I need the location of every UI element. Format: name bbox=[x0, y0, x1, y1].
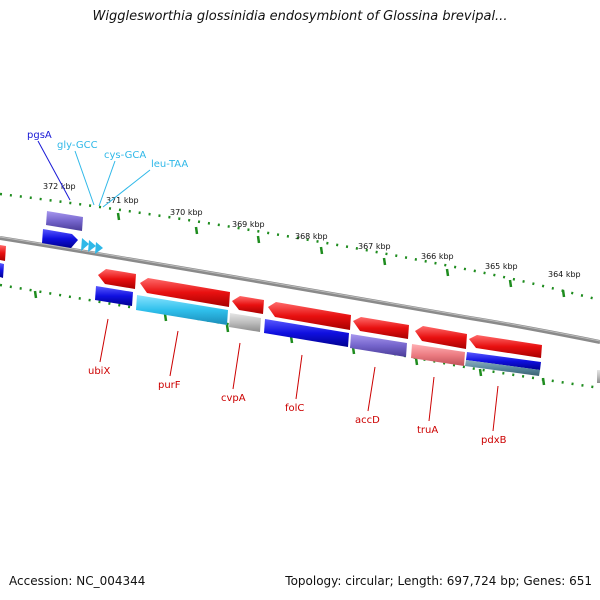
trna-label-gly: gly-GCC bbox=[57, 140, 98, 151]
inner-label-lines bbox=[99, 318, 499, 432]
gene-purF-row1 bbox=[140, 278, 230, 307]
trna-gly bbox=[81, 238, 89, 251]
accession-text: Accession: NC_004344 bbox=[9, 574, 146, 588]
kbp-label: 366 kbp bbox=[421, 252, 454, 261]
gene-pdxB-blue bbox=[466, 352, 541, 370]
gene-gray-edge-right bbox=[597, 370, 600, 383]
kbp-label: 371 kbp bbox=[106, 196, 139, 205]
kbp-label: 369 kbp bbox=[232, 220, 265, 229]
outer-tick-track bbox=[0, 192, 600, 302]
map-title: Wigglesworthia glossinidia endosymbiont … bbox=[92, 9, 508, 24]
gene-truA-pink bbox=[411, 344, 465, 366]
gene-label-pdxB: pdxB bbox=[481, 435, 507, 446]
kbp-label: 370 kbp bbox=[170, 208, 203, 217]
gene-folC-row1 bbox=[268, 302, 351, 330]
trna-label-cys: cys-GCA bbox=[104, 150, 146, 161]
kbp-label: 368 kbp bbox=[295, 232, 328, 241]
gene-label-pgsA: pgsA bbox=[27, 130, 52, 141]
genome-summary-text: Topology: circular; Length: 697,724 bp; … bbox=[285, 574, 592, 588]
kbp-label: 367 kbp bbox=[358, 242, 391, 251]
gene-purF-cyan bbox=[136, 295, 228, 325]
genome-backbone bbox=[0, 236, 600, 344]
kbp-label: 364 kbp bbox=[548, 270, 581, 279]
gene-cvpA-row1 bbox=[232, 296, 264, 314]
gene-cvpA-gray bbox=[229, 313, 261, 332]
gene-label-accD: accD bbox=[355, 415, 380, 426]
outer-major-ticks bbox=[116, 212, 566, 298]
inner-strand-genes-row1 bbox=[0, 245, 542, 358]
trna-cys bbox=[88, 240, 96, 252]
outer-strand-genes bbox=[42, 211, 103, 254]
gene-blue-edge-left bbox=[0, 263, 4, 278]
gene-pdxB-row1 bbox=[469, 335, 542, 358]
gene-accD-purple bbox=[350, 334, 407, 357]
trna-label-leu: leu-TAA bbox=[151, 159, 188, 170]
gene-label-purF: purF bbox=[158, 380, 181, 391]
kbp-label: 372 kbp bbox=[43, 182, 76, 191]
trna-leu bbox=[95, 242, 103, 254]
kbp-scale-labels: 372 kbp 371 kbp 370 kbp 369 kbp 368 kbp … bbox=[43, 182, 581, 279]
outer-label-lines bbox=[37, 140, 151, 208]
gene-accD-row1 bbox=[353, 317, 409, 339]
gene-label-folC: folC bbox=[285, 403, 304, 414]
gene-label-cvpA: cvpA bbox=[221, 393, 246, 404]
gene-label-ubiX: ubiX bbox=[88, 366, 110, 377]
gene-pgsA bbox=[42, 229, 78, 248]
gene-folC-blue bbox=[264, 319, 349, 347]
gene-purple-outer bbox=[46, 211, 83, 231]
gene-red-edge-left bbox=[0, 245, 6, 261]
gene-label-truA: truA bbox=[417, 425, 438, 436]
gene-ubiX-blue bbox=[95, 286, 133, 306]
gene-ubiX-row1 bbox=[98, 269, 136, 289]
gene-pdxB-steel bbox=[465, 360, 540, 376]
kbp-label: 365 kbp bbox=[485, 262, 518, 271]
inner-strand-genes-row2 bbox=[0, 263, 600, 383]
gene-truA-row1 bbox=[415, 326, 467, 349]
